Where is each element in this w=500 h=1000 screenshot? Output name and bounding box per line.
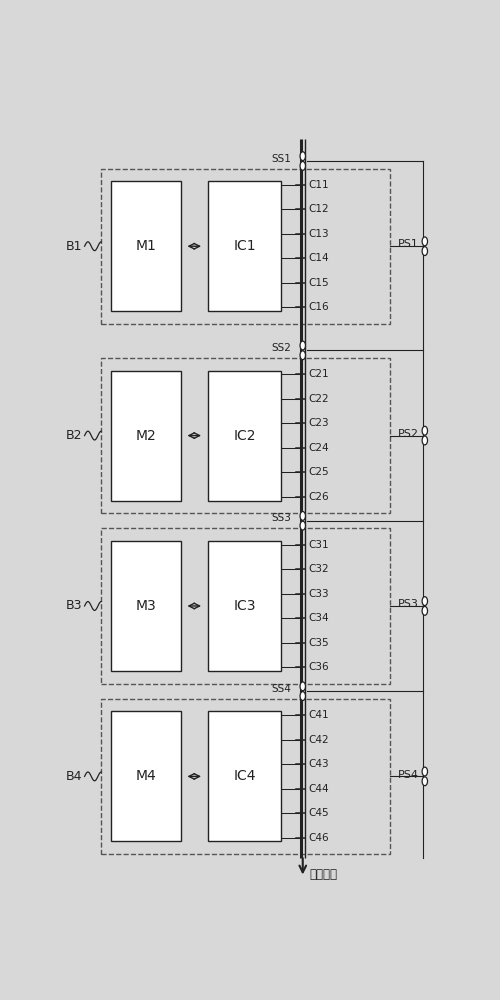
Bar [101, 699, 390, 854]
Text: PS1: PS1 [398, 239, 419, 249]
Circle shape [300, 351, 306, 360]
Circle shape [300, 682, 306, 691]
Text: C45: C45 [308, 808, 329, 818]
Text: M1: M1 [136, 239, 156, 253]
Circle shape [422, 237, 428, 246]
Circle shape [300, 341, 306, 350]
Text: C24: C24 [308, 443, 329, 453]
Text: C13: C13 [308, 229, 329, 239]
Circle shape [300, 512, 306, 520]
Text: M4: M4 [136, 769, 156, 783]
Text: B3: B3 [66, 599, 82, 612]
Bar [101, 358, 390, 513]
Bar [208, 181, 282, 311]
Text: C14: C14 [308, 253, 329, 263]
Text: C33: C33 [308, 589, 329, 599]
Circle shape [422, 606, 428, 615]
Bar [111, 181, 180, 311]
Text: SS3: SS3 [271, 513, 291, 523]
Circle shape [422, 426, 428, 435]
Text: PS2: PS2 [398, 429, 419, 439]
Text: C16: C16 [308, 302, 329, 312]
Bar [101, 528, 390, 684]
Text: B1: B1 [66, 240, 82, 253]
Text: PS4: PS4 [398, 770, 419, 780]
Circle shape [300, 152, 306, 161]
Text: C46: C46 [308, 833, 329, 843]
Bar [111, 541, 180, 671]
Text: C26: C26 [308, 492, 329, 502]
Bar [208, 371, 282, 501]
Text: B2: B2 [66, 429, 82, 442]
Circle shape [422, 597, 428, 606]
Text: C25: C25 [308, 467, 329, 477]
Text: 电池电流: 电池电流 [310, 868, 338, 881]
Text: C12: C12 [308, 204, 329, 214]
Text: SS1: SS1 [271, 153, 291, 163]
Bar [208, 541, 282, 671]
Bar [111, 371, 180, 501]
Text: IC3: IC3 [234, 599, 256, 613]
Circle shape [300, 692, 306, 700]
Text: SS4: SS4 [271, 684, 291, 694]
Text: IC2: IC2 [234, 429, 256, 443]
Text: M3: M3 [136, 599, 156, 613]
Text: C22: C22 [308, 394, 329, 404]
Text: SS2: SS2 [271, 343, 291, 353]
Circle shape [422, 777, 428, 786]
Text: C43: C43 [308, 759, 329, 769]
Text: IC4: IC4 [234, 769, 256, 783]
Circle shape [422, 767, 428, 776]
Circle shape [422, 247, 428, 256]
Text: B4: B4 [66, 770, 82, 783]
Text: C35: C35 [308, 638, 329, 648]
Text: M2: M2 [136, 429, 156, 443]
Circle shape [300, 161, 306, 170]
Bar [208, 711, 282, 841]
Text: PS3: PS3 [398, 599, 419, 609]
Text: C41: C41 [308, 710, 329, 720]
Text: C44: C44 [308, 784, 329, 794]
Circle shape [300, 521, 306, 530]
Text: C32: C32 [308, 564, 329, 574]
Text: IC1: IC1 [234, 239, 256, 253]
Bar [111, 711, 180, 841]
Text: C23: C23 [308, 418, 329, 428]
Text: C21: C21 [308, 369, 329, 379]
Text: C15: C15 [308, 278, 329, 288]
Text: C11: C11 [308, 180, 329, 190]
Circle shape [422, 436, 428, 445]
Bar [101, 169, 390, 324]
Text: C42: C42 [308, 735, 329, 745]
Text: C36: C36 [308, 662, 329, 672]
Text: C31: C31 [308, 540, 329, 550]
Text: C34: C34 [308, 613, 329, 623]
